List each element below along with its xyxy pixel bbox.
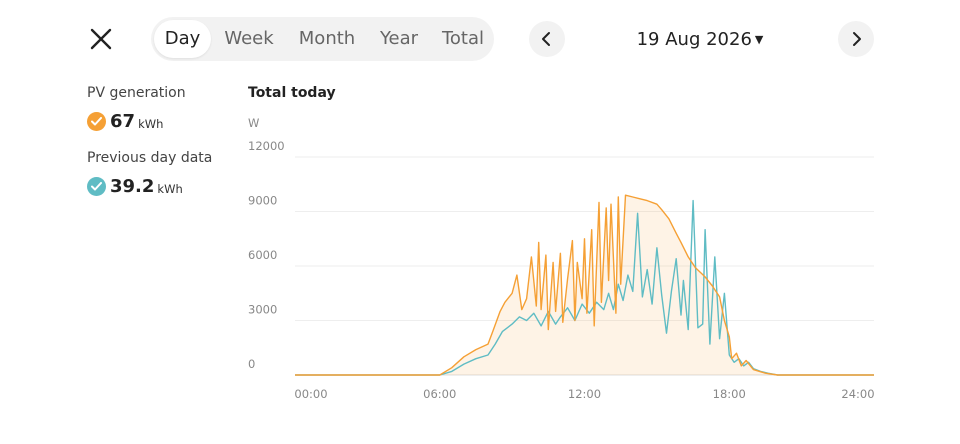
pv-generation-row: 67 kWh <box>87 104 237 138</box>
previous-date-button[interactable] <box>529 21 565 57</box>
x-tick-label: 24:00 <box>841 387 874 401</box>
previous-day-row: 39.2 kWh <box>87 169 237 203</box>
y-tick-label: 9000 <box>248 194 277 208</box>
series-pv-line <box>295 194 874 376</box>
y-tick-label: 6000 <box>248 248 277 262</box>
y-tick-label: 0 <box>248 357 255 371</box>
x-tick-label: 06:00 <box>423 387 456 401</box>
pv-generation-label: PV generation <box>87 85 186 101</box>
previous-day-label: Previous day data <box>87 150 213 166</box>
period-tabs: Day Week Month Year Total <box>151 17 494 61</box>
series-prev-line <box>295 199 874 376</box>
y-axis-unit: W <box>248 116 259 130</box>
x-tick-label: 12:00 <box>568 387 601 401</box>
previous-day-unit: kWh <box>157 181 183 196</box>
date-picker[interactable]: 19 Aug 2026 ▼ <box>620 26 780 54</box>
pv-generation-value: 67 <box>110 110 136 132</box>
current-date: 19 Aug 2026 <box>636 29 752 50</box>
next-date-button[interactable] <box>838 21 874 57</box>
y-tick-label: 3000 <box>248 303 277 317</box>
previous-day-value: 39.2 <box>110 175 155 197</box>
y-tick-label: 12000 <box>248 139 285 153</box>
chart-title: Total today <box>248 85 336 101</box>
energy-summary: PV generation 67 kWh Previous day data 3… <box>87 82 237 203</box>
previous-day-check-icon <box>87 176 106 196</box>
caret-down-icon: ▼ <box>754 33 764 46</box>
close-button[interactable] <box>84 22 118 56</box>
series-pv-area <box>295 195 874 375</box>
tab-day[interactable]: Day <box>154 20 211 58</box>
x-tick-label: 18:00 <box>713 387 746 401</box>
chevron-right-icon <box>853 32 861 46</box>
power-chart: W 0 3000 6000 9000 12000 00:00 06:00 12:00 18:00 2… <box>248 116 875 401</box>
chevron-left-icon <box>542 32 550 46</box>
close-icon <box>90 28 112 50</box>
x-tick-label: 00:00 <box>294 387 327 401</box>
tab-week[interactable]: Week <box>224 28 274 49</box>
tab-year[interactable]: Year <box>379 28 419 49</box>
tab-month[interactable]: Month <box>298 28 356 49</box>
tab-total[interactable]: Total <box>441 28 485 49</box>
pv-check-icon <box>87 111 106 131</box>
pv-generation-unit: kWh <box>138 116 164 131</box>
